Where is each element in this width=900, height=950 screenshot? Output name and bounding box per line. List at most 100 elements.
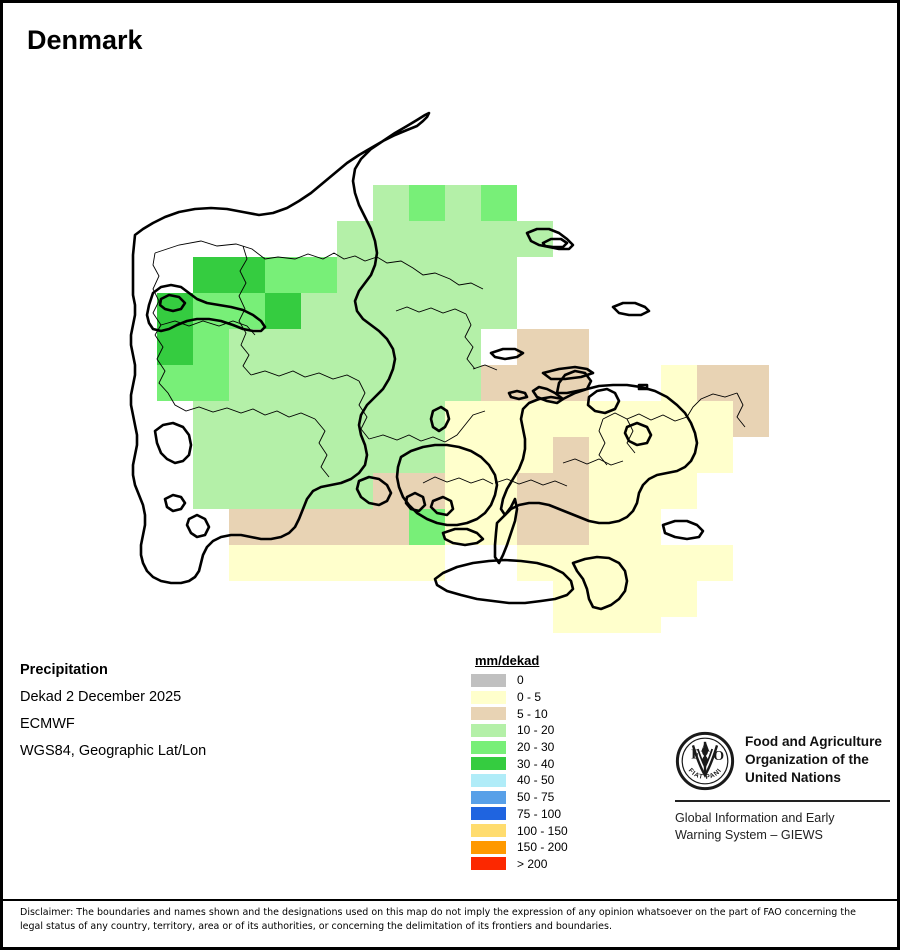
raster-cell [193,365,229,401]
legend-label: 20 - 30 [517,740,555,755]
raster-cell [589,437,625,473]
raster-cell [481,473,517,509]
legend-label: 5 - 10 [517,706,548,721]
legend-row: > 200 [471,856,568,873]
fao-branding: F A O FIAT PANIS Food and Agriculture Or… [675,731,890,844]
raster-cell [625,509,661,545]
raster-cell [301,473,337,509]
raster-cell [373,185,409,221]
raster-cell [193,401,229,437]
raster-cell [229,545,265,581]
raster-cell [301,401,337,437]
raster-cell [265,401,301,437]
legend-label: 75 - 100 [517,806,562,821]
raster-cell [589,617,625,633]
raster-cell [445,185,481,221]
raster-cell [553,617,589,633]
raster-cell [661,365,697,401]
raster-cell [157,329,193,365]
raster-cell [301,545,337,581]
legend-swatch [471,789,506,806]
raster-cell [409,185,445,221]
legend-swatch [471,772,506,789]
legend-label: 0 [517,673,524,688]
raster-cell [589,401,625,437]
raster-cell [373,509,409,545]
legend-label: 0 - 5 [517,690,542,705]
legend-row: 0 [471,672,568,689]
raster-cell [265,473,301,509]
info-projection: WGS84, Geographic Lat/Lon [20,743,207,759]
raster-cell [301,293,337,329]
legend-row: 20 - 30 [471,739,568,756]
legend-row: 0 - 5 [471,689,568,706]
raster-cell [733,365,769,401]
coastline-layer [129,111,705,611]
raster-cell [157,365,193,401]
raster-cell [517,437,553,473]
raster-cell [553,437,589,473]
raster-cell [481,509,517,545]
map-info-block: Precipitation Dekad 2 December 2025 ECMW… [20,657,206,765]
raster-cell [625,473,661,509]
raster-cell [373,293,409,329]
legend-swatch [471,822,506,839]
raster-cell [481,293,517,329]
raster-cell [193,257,229,293]
raster-cell [229,401,265,437]
legend-label: > 200 [517,856,548,871]
raster-cell [481,437,517,473]
raster-cell [445,401,481,437]
legend-label: 10 - 20 [517,723,555,738]
raster-cell [373,401,409,437]
giews-subtitle: Global Information and Early Warning Sys… [675,810,890,844]
raster-cell [337,257,373,293]
raster-cell [409,293,445,329]
raster-cell [409,473,445,509]
raster-cell [553,545,589,581]
legend-row: 10 - 20 [471,722,568,739]
svg-text:A: A [701,740,710,754]
raster-cell [409,365,445,401]
legend-row: 150 - 200 [471,839,568,856]
legend-swatch [471,806,506,823]
raster-cell [445,509,481,545]
disclaimer-text: Disclaimer: The boundaries and names sho… [20,907,856,932]
legend-swatch [471,755,506,772]
raster-cell [589,509,625,545]
raster-cell [661,545,697,581]
raster-cell [625,401,661,437]
legend-swatch [471,672,506,689]
fao-name: Food and Agriculture Organization of the… [735,731,882,787]
fao-logo-icon: F A O FIAT PANIS [675,731,735,791]
raster-cell [229,437,265,473]
raster-cell [409,509,445,545]
raster-cell [697,365,733,401]
raster-cell [553,473,589,509]
raster-cell [517,509,553,545]
disclaimer-divider [3,899,897,901]
raster-cell [445,293,481,329]
raster-cell [373,545,409,581]
svg-text:O: O [713,748,724,763]
raster-cell [337,329,373,365]
raster-cell [697,437,733,473]
raster-cell [661,437,697,473]
raster-cell [337,221,373,257]
legend-row: 30 - 40 [471,755,568,772]
raster-cell [229,257,265,293]
legend-label: 40 - 50 [517,773,555,788]
svg-text:F: F [691,747,699,762]
legend-row: 75 - 100 [471,806,568,823]
raster-cell [337,545,373,581]
raster-cell [265,365,301,401]
raster-cell [229,473,265,509]
raster-cell [301,365,337,401]
raster-cell [265,257,301,293]
giews-line-2: Warning System – GIEWS [675,828,823,842]
raster-cell [661,581,697,617]
legend-swatch [471,689,506,706]
info-variable: Precipitation [20,662,108,678]
